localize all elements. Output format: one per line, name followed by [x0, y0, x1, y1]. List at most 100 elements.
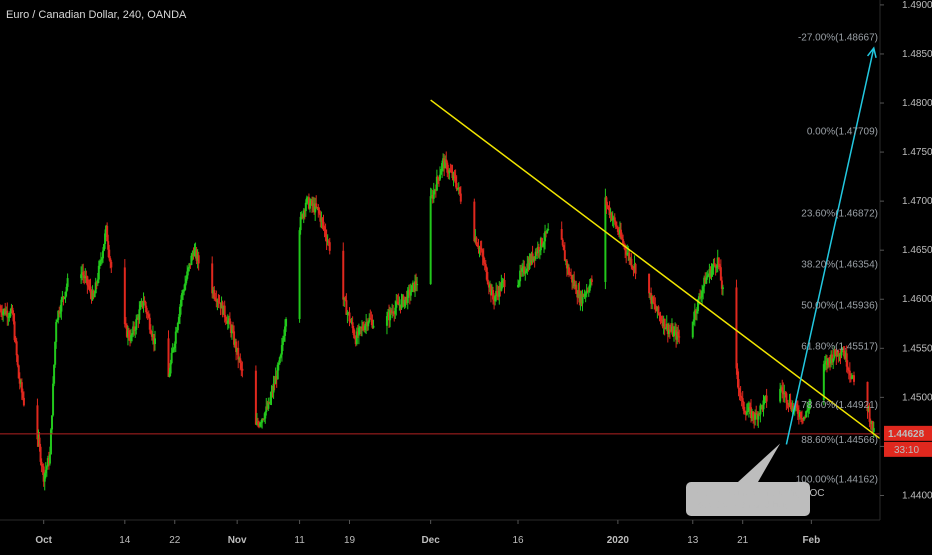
candle-body-down: [799, 412, 802, 419]
candle-body-up: [526, 263, 529, 272]
candle-body-down: [408, 289, 411, 296]
trendline: [430, 99, 881, 440]
candle-body-up: [452, 173, 455, 178]
candle-body-down: [623, 243, 626, 245]
candle-body-down: [223, 305, 226, 318]
candle-body-down: [319, 213, 322, 222]
candle-body-up: [282, 335, 285, 341]
candle-body-down: [802, 418, 805, 420]
candle-body-up: [261, 418, 264, 423]
candle-body-up: [305, 197, 308, 203]
candle-body-up: [46, 458, 49, 467]
candle-body-up: [171, 349, 174, 353]
candle-body-up: [577, 290, 580, 298]
candle-body-down: [567, 267, 570, 275]
candle-body-up: [525, 271, 528, 273]
candle-body-down: [313, 203, 316, 213]
candle-body-down: [324, 229, 327, 237]
candle-body-up: [832, 358, 835, 363]
candles-layer: [0, 151, 875, 491]
candle-body-down: [275, 376, 278, 380]
candle-body-up: [702, 286, 705, 292]
candle-body-up: [346, 312, 349, 315]
candle-body-down: [455, 183, 458, 190]
candle-body-up: [840, 351, 843, 356]
time-axis[interactable]: Oct 14 22 Nov 11 19 Dec 16 2020 13 21 Feb: [0, 519, 880, 546]
candle-body-up: [191, 254, 194, 256]
candle-body-down: [110, 261, 113, 268]
candle-body-up: [703, 277, 706, 287]
candle-body-up: [806, 410, 809, 412]
fib-level-label: 50.00%(1.45936): [801, 301, 878, 312]
candle-body-up: [500, 282, 503, 291]
candle-body-up: [53, 364, 56, 384]
candle-body-down: [852, 375, 855, 382]
candle-body-up: [809, 400, 812, 404]
candle-body-up: [494, 296, 497, 302]
candle-body-up: [611, 219, 614, 221]
candle-body-up: [441, 163, 444, 171]
candle-body-up: [97, 265, 100, 280]
candle-body-up: [805, 411, 808, 417]
candle-body-up: [179, 299, 182, 307]
fib-level-label: 61.80%(1.45517): [801, 342, 878, 353]
candle-body-up: [696, 299, 699, 312]
candle-body-up: [502, 280, 505, 282]
candle-body-down: [610, 213, 613, 221]
candle-body-down: [694, 310, 697, 314]
candle-body-down: [303, 210, 306, 212]
candle-body-down: [477, 246, 480, 249]
candle-body-down: [719, 267, 722, 281]
chart-title: Euro / Canadian Dollar, 240, OANDA: [6, 9, 187, 21]
candle-body-up: [432, 190, 435, 199]
candle-body-down: [233, 331, 236, 345]
candle-body-up: [178, 306, 181, 317]
candle-body-down: [848, 370, 851, 376]
candle-body-up: [584, 293, 587, 295]
candle-body-down: [235, 341, 238, 353]
candle-body-down: [709, 269, 712, 277]
bar-countdown: 33:10: [894, 445, 919, 456]
candle-body-down: [371, 319, 374, 328]
candle-body-up: [656, 306, 659, 312]
candle-body-up: [691, 321, 694, 338]
candle-body-down: [849, 375, 852, 379]
candle-body-up: [566, 267, 569, 269]
candle-body-down: [615, 226, 618, 228]
candle-body-up: [544, 231, 547, 242]
time-tick-label: Feb: [802, 535, 820, 546]
candle-body-up: [60, 299, 63, 312]
candle-body-down: [660, 319, 663, 322]
candle-body-down: [232, 329, 235, 332]
candle-body-down: [621, 236, 624, 240]
candle-body-down: [632, 267, 635, 269]
candle-body-down: [328, 242, 331, 251]
candle-body-down: [846, 366, 849, 371]
candle-body-up: [764, 395, 767, 398]
candle-body-up: [823, 363, 826, 365]
candle-body-down: [141, 301, 144, 306]
candle-body-up: [267, 402, 270, 409]
candle-body-up: [528, 258, 531, 269]
candle-body-up: [583, 294, 586, 297]
candle-body-down: [4, 308, 7, 315]
candle-body-down: [366, 321, 369, 327]
candle-body-up: [188, 263, 191, 268]
candle-body-down: [720, 280, 723, 289]
candle-body-down: [241, 368, 244, 371]
candle-body-up: [59, 311, 62, 314]
candle-body-up: [760, 405, 763, 407]
candle-body-up: [347, 312, 350, 314]
candle-body-up: [314, 203, 317, 213]
candle-body-down: [573, 279, 576, 287]
candle-body-up: [9, 311, 12, 317]
candle-body-up: [692, 319, 695, 322]
candle-body-down: [742, 402, 745, 411]
candle-body-down: [89, 286, 92, 293]
candle-body-up: [667, 329, 670, 335]
candle-body-up: [394, 307, 397, 314]
candle-body-up: [674, 330, 677, 332]
